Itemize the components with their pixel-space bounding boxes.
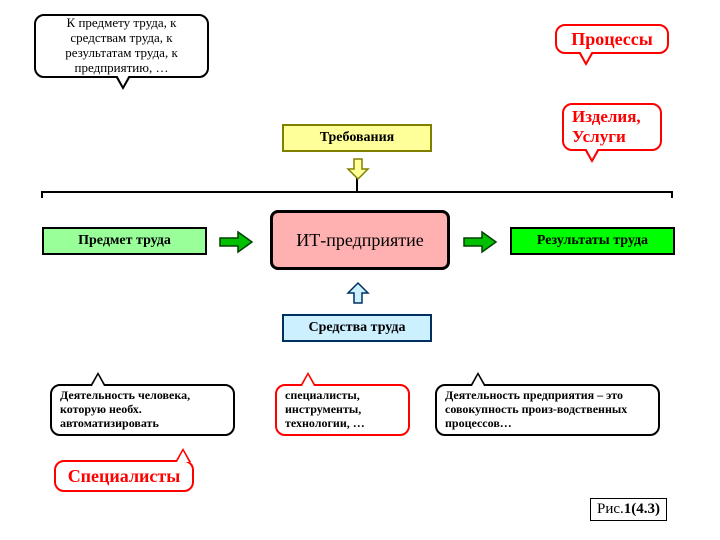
callout-text: Деятельность человека, которую необх. ав… bbox=[60, 389, 225, 430]
block-subject: Предмет труда bbox=[42, 227, 207, 255]
block-means: Средства труда bbox=[282, 314, 432, 342]
block-text: Результаты труда bbox=[537, 233, 648, 249]
bracket bbox=[0, 0, 720, 540]
callout-means-detail: специалисты, инструменты, технологии, … bbox=[275, 384, 410, 436]
block-text: Требования bbox=[320, 130, 395, 146]
block-text: Средства труда bbox=[308, 320, 405, 336]
callout-tail-inner bbox=[580, 51, 592, 62]
callout-tail-inner bbox=[586, 148, 598, 159]
callout-subject-detail: Деятельность человека, которую необх. ав… bbox=[50, 384, 235, 436]
figure-label: Рис.1(4.3) bbox=[590, 498, 667, 521]
callout-text: К предмету труда, к средствам труда, к р… bbox=[44, 16, 199, 76]
block-text: Предмет труда bbox=[78, 233, 171, 249]
fig-prefix: Рис. bbox=[597, 501, 624, 518]
callout-tail-inner bbox=[472, 375, 484, 386]
fig-num: 1(4.3) bbox=[624, 501, 660, 518]
arrow-right-icon bbox=[462, 230, 498, 254]
callout-tail-inner bbox=[117, 75, 129, 86]
callout-text: Изделия, Услуги bbox=[572, 107, 652, 146]
arrow-right-icon bbox=[218, 230, 254, 254]
arrow-up-icon bbox=[346, 281, 370, 305]
callout-text: специалисты, инструменты, технологии, … bbox=[285, 389, 400, 430]
callout-tail-inner bbox=[92, 375, 104, 386]
arrow-down-icon bbox=[346, 157, 370, 181]
callout-products: Изделия, Услуги bbox=[562, 103, 662, 151]
callout-tail-inner bbox=[302, 375, 314, 386]
callout-tail-inner bbox=[177, 451, 189, 462]
callout-specialists: Специалисты bbox=[54, 460, 194, 492]
callout-text: Деятельность предприятия – это совокупно… bbox=[445, 389, 650, 430]
callout-processes: Процессы bbox=[555, 24, 669, 54]
block-text: ИТ-предприятие bbox=[296, 230, 424, 251]
block-center: ИТ-предприятие bbox=[270, 210, 450, 270]
callout-text: Специалисты bbox=[68, 466, 181, 487]
callout-activity-detail: Деятельность предприятия – это совокупно… bbox=[435, 384, 660, 436]
callout-text: Процессы bbox=[571, 29, 653, 50]
block-results: Результаты труда bbox=[510, 227, 675, 255]
block-requirements: Требования bbox=[282, 124, 432, 152]
callout-requirements-detail: К предмету труда, к средствам труда, к р… bbox=[34, 14, 209, 78]
